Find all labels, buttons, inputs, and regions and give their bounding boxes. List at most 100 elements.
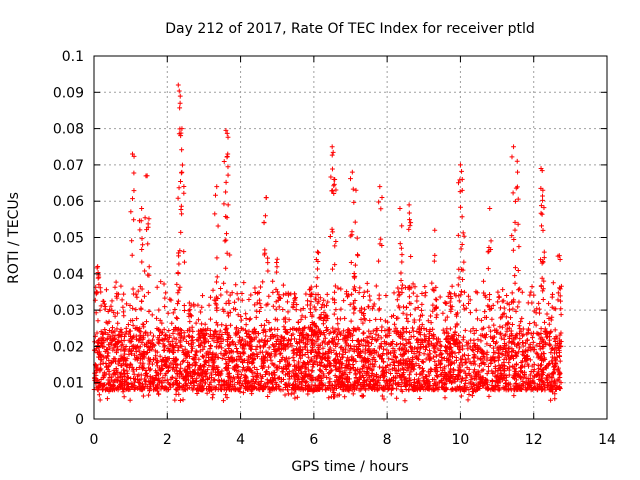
- data-point: [189, 324, 195, 330]
- data-point: [349, 169, 355, 175]
- data-point: [365, 348, 371, 354]
- data-point: [143, 329, 149, 335]
- data-point: [342, 394, 348, 400]
- data-point: [352, 219, 358, 225]
- data-point: [170, 361, 176, 367]
- data-point: [540, 197, 545, 203]
- data-point: [330, 188, 335, 194]
- data-point: [167, 296, 173, 302]
- data-point: [377, 364, 382, 370]
- data-point: [184, 386, 190, 392]
- data-point: [285, 370, 291, 376]
- data-point: [330, 325, 336, 331]
- data-point: [433, 365, 439, 371]
- data-point: [283, 343, 289, 349]
- data-point: [260, 279, 266, 285]
- data-point: [407, 340, 413, 346]
- data-point: [176, 298, 181, 304]
- data-point: [151, 341, 157, 347]
- data-point: [360, 364, 366, 369]
- data-point: [370, 377, 376, 383]
- data-point: [341, 298, 347, 304]
- data-point: [295, 341, 300, 346]
- data-point: [298, 381, 304, 387]
- data-point: [208, 343, 213, 348]
- data-point: [131, 333, 137, 339]
- data-point: [247, 316, 253, 322]
- data-point: [540, 297, 546, 302]
- data-point: [536, 366, 542, 372]
- data-point: [407, 294, 412, 300]
- data-point: [307, 336, 313, 342]
- data-point: [108, 303, 114, 309]
- data-point: [525, 330, 531, 336]
- data-point: [325, 341, 331, 347]
- data-point: [342, 387, 348, 392]
- data-point: [245, 387, 251, 393]
- data-point: [226, 335, 231, 341]
- data-point: [187, 354, 192, 359]
- data-point: [394, 368, 400, 374]
- data-point: [439, 385, 444, 390]
- data-point: [341, 328, 347, 334]
- data-point: [493, 384, 499, 389]
- data-point: [546, 316, 552, 321]
- data-point: [330, 383, 335, 388]
- data-point: [424, 344, 429, 350]
- data-point: [193, 348, 199, 354]
- data-point: [546, 321, 552, 327]
- data-point: [177, 330, 183, 336]
- data-point: [187, 362, 192, 368]
- data-point: [305, 387, 311, 393]
- data-point: [553, 360, 558, 366]
- data-point: [177, 248, 183, 254]
- data-point: [330, 338, 336, 344]
- data-point: [195, 338, 201, 344]
- data-point: [423, 290, 429, 296]
- data-point: [93, 291, 99, 297]
- data-point: [351, 304, 357, 310]
- data-point: [132, 379, 137, 385]
- data-point: [139, 236, 145, 241]
- data-point: [455, 282, 461, 288]
- data-point: [371, 364, 377, 369]
- data-point: [410, 356, 416, 362]
- data-point: [455, 232, 461, 238]
- data-point: [253, 347, 259, 352]
- data-point: [182, 334, 188, 340]
- data-point: [243, 327, 248, 333]
- data-point: [285, 299, 290, 305]
- data-point: [244, 381, 250, 387]
- data-point: [315, 375, 321, 381]
- data-point: [382, 318, 388, 324]
- data-point: [468, 328, 474, 334]
- data-point: [326, 395, 332, 401]
- data-point: [291, 358, 297, 364]
- data-point: [544, 334, 549, 340]
- data-point: [295, 377, 301, 382]
- data-point: [273, 299, 279, 305]
- data-point: [450, 372, 456, 377]
- data-point: [381, 396, 387, 402]
- data-point: [235, 380, 240, 385]
- data-point: [298, 353, 304, 358]
- data-point: [263, 333, 269, 339]
- data-point: [366, 328, 372, 334]
- x-tick-label: 12: [525, 432, 543, 448]
- y-tick-label: 0.01: [53, 376, 84, 392]
- data-point: [488, 328, 494, 334]
- data-point: [279, 376, 284, 382]
- data-points: [91, 82, 564, 404]
- data-point: [264, 381, 270, 387]
- data-point: [304, 347, 310, 353]
- data-point: [538, 283, 544, 289]
- data-point: [348, 260, 354, 265]
- data-point: [549, 314, 555, 320]
- data-point: [238, 317, 244, 323]
- data-point: [252, 336, 258, 342]
- data-point: [153, 353, 159, 359]
- data-point: [314, 283, 319, 289]
- data-point: [350, 391, 356, 397]
- data-point: [548, 379, 554, 385]
- data-point: [401, 367, 407, 372]
